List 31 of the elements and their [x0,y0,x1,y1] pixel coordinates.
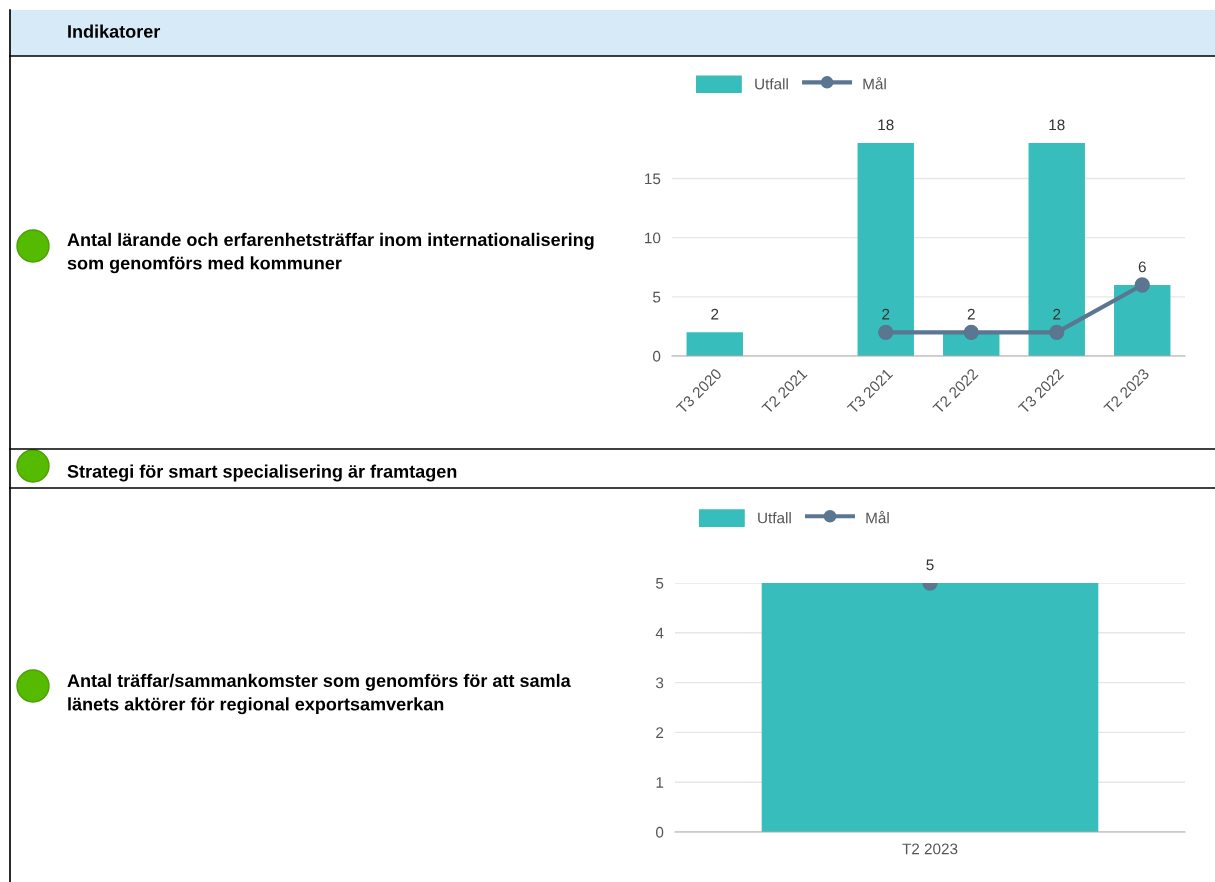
bar [1114,285,1171,356]
data-label: 18 [878,119,894,131]
y-tick-label: 4 [655,627,664,639]
y-tick-label: 2 [656,727,664,738]
y-tick-label: 3 [655,677,664,689]
y-tick-label: 1 [656,777,664,788]
legend-label: Utfall [758,512,791,524]
y-tick-label: 10 [645,232,661,244]
text: Strategi för smart specialisering är framtagen [67,464,457,482]
y-tick-label: 0 [655,826,664,838]
x-tick-label: T2 2023 [902,843,958,855]
data-label: 2 [711,308,719,320]
text: Indikatorer [68,24,161,38]
data-label: 6 [1138,261,1146,273]
y-tick-label: 5 [653,291,661,303]
bar [1028,143,1085,356]
bar [686,332,743,356]
text: Antal lärande och erfarenhetsträffar inom internationalisering som genomförs med kommuner [67,232,594,274]
y-tick-label: 15 [645,173,661,185]
y-tick-label: 5 [656,578,664,589]
y-tick-label: 0 [652,350,661,362]
bar [857,143,914,356]
legend-label: Mål [863,76,886,90]
legend-label: Mål [866,510,889,524]
data-label: 2 [882,308,890,320]
data-label: 2 [967,308,975,320]
data-label: 5 [926,559,934,571]
text: Antal träffar/sammankomster som genomförs för att samla länets aktörer för regional exportsamverkan [67,673,571,715]
legend-label: Utfall [755,78,788,90]
data-label: 2 [1053,308,1061,320]
data-label: 18 [1049,119,1065,131]
